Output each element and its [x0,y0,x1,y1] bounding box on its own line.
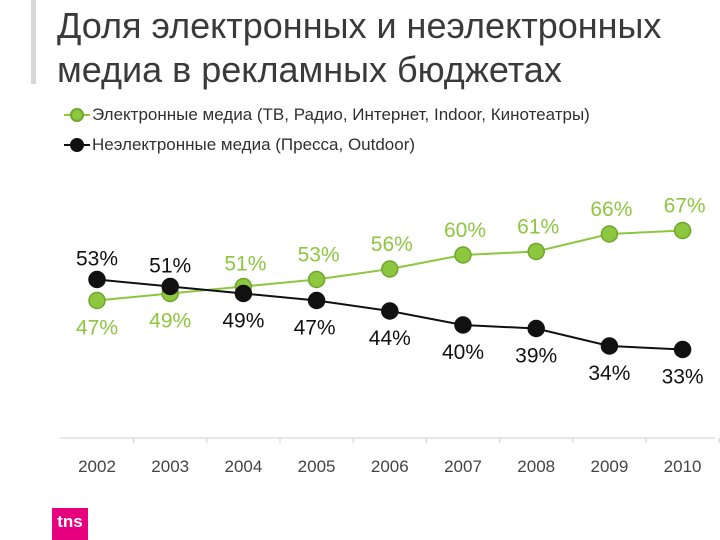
data-point-electronic [88,291,106,310]
data-point-non-electronic [161,277,179,296]
data-point-electronic [381,260,399,278]
data-label-electronic: 53% [298,244,340,267]
x-tick-label: 2005 [298,457,336,476]
data-point-non-electronic [673,340,692,359]
data-point-non-electronic [381,302,399,320]
data-label-non-electronic: 40% [442,341,484,364]
data-label-non-electronic: 44% [369,327,411,350]
x-tick-label: 2002 [78,457,116,476]
data-point-electronic [307,270,326,289]
data-label-electronic: 56% [371,233,413,256]
legend-label-non-electronic: Неэлектронные медиа (Пресса, Outdoor) [92,135,416,154]
data-label-electronic: 67% [664,195,706,218]
data-point-electronic [454,246,472,264]
page-title: Доля электронных и неэлектронных медиа в… [57,5,662,90]
legend-item-electronic: Электронные медиа (ТВ, Радио, Интернет, … [64,100,590,130]
data-point-non-electronic [88,270,106,289]
legend-marker-non-electronic [64,138,90,152]
data-label-non-electronic: 53% [76,248,118,271]
data-point-non-electronic [527,319,545,338]
data-label-non-electronic: 49% [222,310,264,333]
data-point-electronic [527,242,545,261]
x-tick-label: 2009 [590,457,628,476]
data-label-non-electronic: 34% [588,362,630,385]
x-tick-label: 2010 [664,457,702,476]
data-point-non-electronic [454,316,472,334]
data-label-electronic: 61% [517,216,559,239]
legend-marker-electronic [64,108,90,122]
x-tick-label: 2008 [517,457,555,476]
data-point-electronic [600,225,619,243]
data-label-electronic: 49% [149,310,191,333]
data-label-non-electronic: 47% [294,317,336,340]
decorative-left-bar [31,0,36,84]
tns-logo: tns [52,508,88,540]
data-point-non-electronic [600,337,619,355]
x-tick-label: 2007 [444,457,482,476]
legend-item-non-electronic: Неэлектронные медиа (Пресса, Outdoor) [64,130,590,160]
x-tick-label: 2003 [151,457,189,476]
data-label-electronic: 60% [444,219,486,242]
data-point-non-electronic [234,284,253,303]
data-point-electronic [673,221,692,240]
data-label-non-electronic: 39% [515,345,557,368]
data-label-non-electronic: 33% [662,366,704,389]
data-label-electronic: 66% [590,198,632,221]
x-tick-label: 2004 [224,457,262,476]
data-label-non-electronic: 51% [149,255,191,278]
x-tick-label: 2006 [371,457,409,476]
legend-label-electronic: Электронные медиа (ТВ, Радио, Интернет, … [92,105,590,124]
data-label-electronic: 47% [76,317,118,340]
data-label-electronic: 51% [224,253,266,276]
chart-legend: Электронные медиа (ТВ, Радио, Интернет, … [64,100,590,160]
data-point-non-electronic [307,291,326,310]
